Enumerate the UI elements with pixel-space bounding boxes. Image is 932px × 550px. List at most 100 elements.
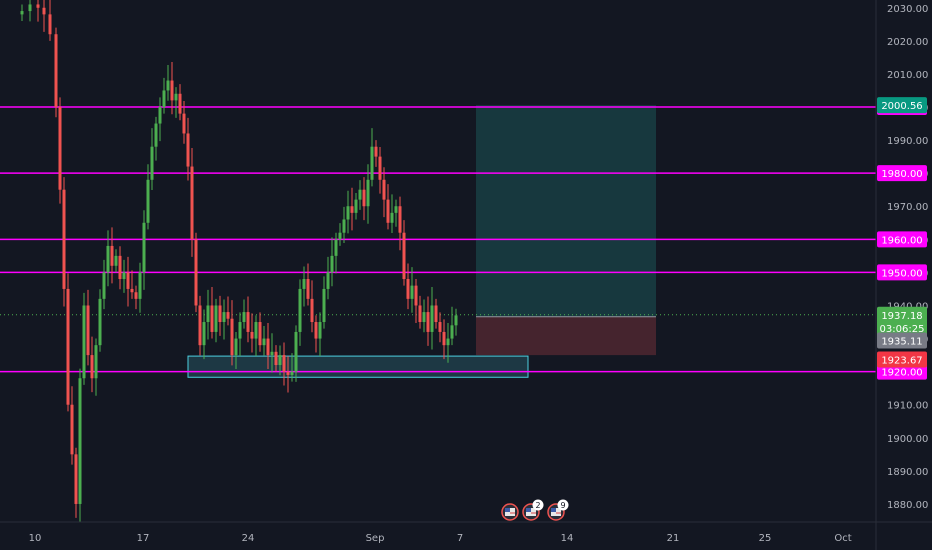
price-tick-label: 2020.00 — [887, 37, 928, 48]
level-price-label: 1980.00 — [881, 169, 922, 180]
loss-zone — [476, 316, 656, 356]
candle-body — [294, 331, 298, 372]
candle-body — [98, 298, 102, 346]
candle-body — [198, 305, 202, 346]
candle-body — [230, 318, 234, 356]
candle-body — [306, 279, 310, 299]
candle-body — [158, 107, 162, 124]
candle-body — [48, 14, 52, 35]
level-price-label: 1950.00 — [881, 268, 922, 279]
candle-body — [278, 355, 282, 366]
price-tag-label: 1923.67 — [881, 355, 922, 366]
candle-body — [174, 93, 178, 101]
candle-body — [350, 206, 354, 213]
price-tag — [877, 97, 927, 114]
candle-body — [202, 322, 206, 346]
candle-body — [134, 292, 138, 299]
price-tick-label: 1890.00 — [887, 467, 928, 478]
candle-body — [398, 206, 402, 233]
candle-body — [254, 322, 258, 339]
candle-body — [334, 239, 338, 256]
event-count-badge — [532, 499, 544, 511]
candle-body — [62, 189, 66, 289]
level-price-tag — [877, 231, 927, 248]
candle-body — [74, 454, 78, 504]
candle-body — [330, 255, 334, 273]
candle-body — [146, 179, 150, 223]
candle-body — [154, 123, 158, 147]
candle-body — [442, 331, 446, 346]
candle-body — [302, 279, 306, 289]
candle-body — [170, 80, 174, 101]
candle-body — [402, 232, 406, 280]
candle-body — [94, 345, 98, 379]
level-price-tag — [877, 264, 927, 281]
candle-body — [190, 166, 194, 240]
price-tag-label: 03:06:25 — [880, 324, 925, 335]
price-tag — [877, 332, 927, 349]
candle-body — [58, 107, 62, 190]
candle-body — [186, 133, 190, 167]
profit-zone — [476, 105, 656, 317]
candle-body — [28, 4, 32, 12]
candle-body — [374, 146, 378, 157]
candle-body — [86, 305, 90, 356]
candle-body — [178, 93, 182, 114]
time-tick-label: Sep — [366, 533, 385, 544]
candle-body — [390, 212, 394, 223]
candle-body — [430, 305, 434, 332]
price-tick-label: 1990.00 — [887, 136, 928, 147]
candle-body — [450, 325, 454, 339]
candle-body — [366, 179, 370, 207]
candle-body — [182, 113, 186, 134]
candle-body — [110, 245, 114, 266]
time-tick-label: 24 — [242, 533, 255, 544]
time-tick-label: 17 — [137, 533, 150, 544]
event-flag-icon[interactable]: 2 — [522, 499, 544, 521]
support-zone-box — [187, 355, 529, 378]
candle-body — [234, 338, 238, 356]
price-tag-label: 1937.18 — [881, 311, 922, 322]
candle-body — [434, 305, 438, 323]
candle-body — [90, 355, 94, 379]
candle-body — [318, 322, 322, 339]
candle-body — [238, 322, 242, 339]
candle-body — [126, 272, 130, 289]
candle-body — [36, 4, 40, 8]
candle-body — [138, 272, 142, 299]
candle-body — [342, 219, 346, 233]
level-price-tag — [877, 363, 927, 380]
time-tick-label: 25 — [759, 533, 772, 544]
candle-body — [226, 312, 230, 319]
candle-body — [414, 285, 418, 306]
candle-body — [282, 355, 286, 372]
candle-body — [130, 288, 134, 293]
candle-body — [326, 272, 330, 289]
price-tag — [877, 306, 927, 323]
candle-body — [338, 232, 342, 240]
candle-body — [118, 255, 122, 280]
candle-body — [122, 272, 126, 280]
time-tick-label: 14 — [561, 533, 574, 544]
event-count-label: 9 — [560, 501, 565, 510]
event-flag-canton — [551, 508, 556, 512]
level-price-label: 1920.00 — [881, 368, 922, 379]
candle-body — [454, 315, 458, 326]
candle-body — [426, 312, 430, 332]
candle-body — [358, 189, 362, 200]
candle-body — [422, 312, 426, 323]
candle-body — [102, 272, 106, 299]
levels-layer — [0, 106, 876, 373]
candle-body — [310, 298, 314, 323]
candle-body — [286, 371, 290, 375]
price-tick-label: 1910.00 — [887, 401, 928, 412]
candle-body — [270, 351, 274, 356]
event-flag-icon[interactable]: 9 — [547, 499, 569, 521]
candle-body — [210, 305, 214, 332]
event-flag-icon[interactable] — [501, 503, 519, 521]
time-tick-label: Oct — [834, 533, 851, 544]
candle-body — [386, 199, 390, 223]
candle-body — [274, 351, 278, 366]
